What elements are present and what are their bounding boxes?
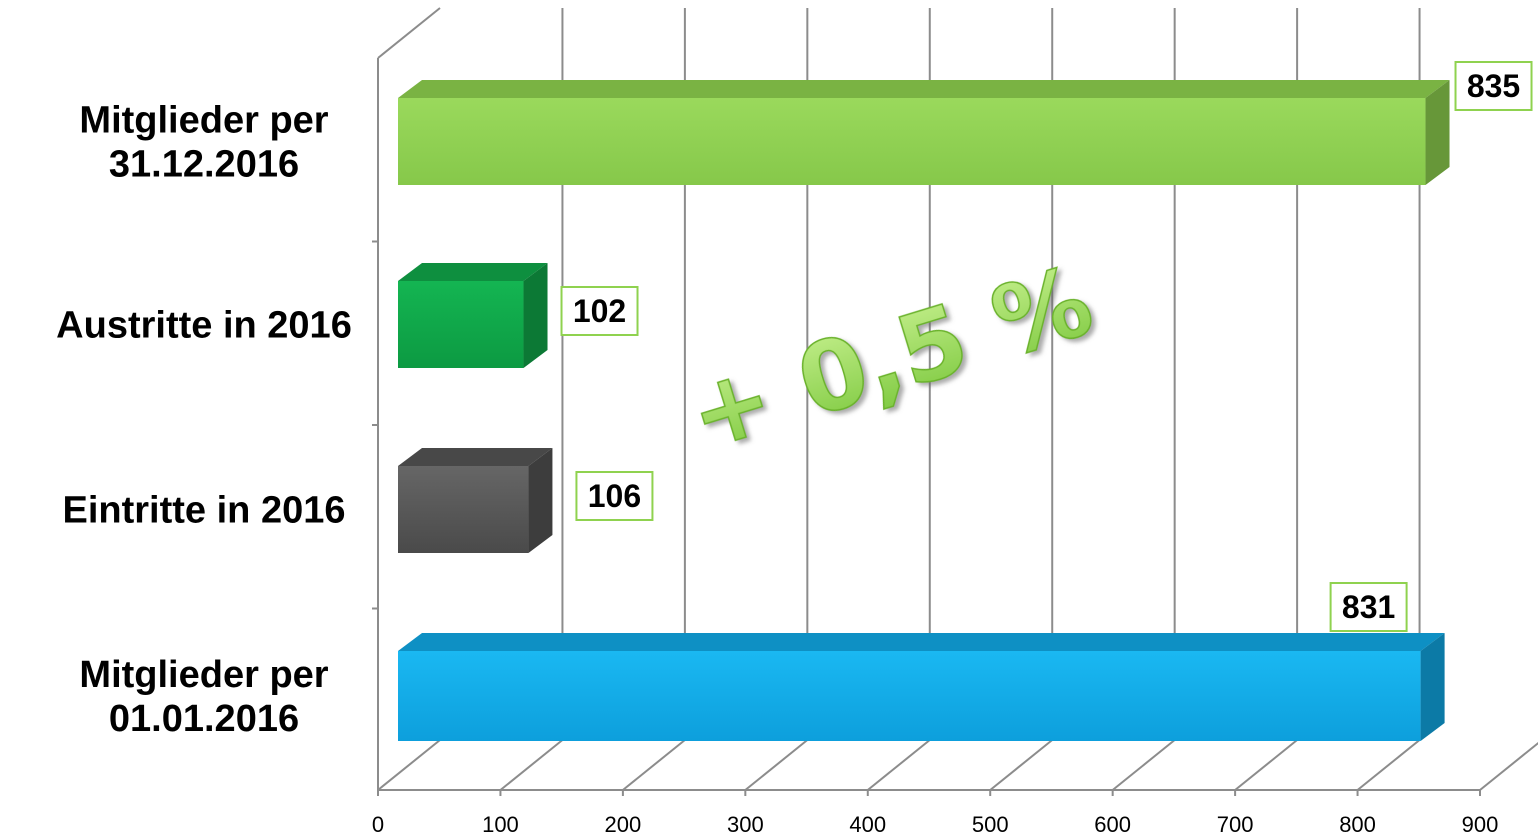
floor-gridline <box>1112 739 1176 791</box>
floor-gridline <box>377 739 441 791</box>
category-label: Eintritte in 2016 <box>63 490 346 532</box>
x-tick-label: 300 <box>727 812 764 837</box>
data-label-831: 831 <box>1329 582 1408 632</box>
floor-gridline <box>989 739 1053 791</box>
floor-gridline <box>1479 741 1538 791</box>
x-tick-label: 600 <box>1094 812 1131 837</box>
floor-gridline <box>744 739 808 791</box>
bar-front-face <box>398 281 524 368</box>
x-tick-label: 200 <box>605 812 642 837</box>
bar-3 <box>398 80 1450 185</box>
floor-gridline <box>499 739 564 791</box>
data-label-box <box>1454 61 1533 111</box>
bar-front-face <box>398 466 529 553</box>
bar-top-face <box>398 633 1445 651</box>
bar-0 <box>398 633 1445 741</box>
data-label-box <box>575 471 654 521</box>
bar-end-face <box>1420 633 1445 741</box>
data-label-box <box>560 286 639 336</box>
data-label-text: 106 <box>588 478 641 514</box>
bar-end-face <box>523 263 548 368</box>
floor-gridline <box>1234 739 1298 791</box>
data-label-text: 102 <box>573 293 626 329</box>
bar-top-face <box>398 80 1450 98</box>
floor-gridline <box>622 739 686 791</box>
growth-annotation: + 0,5 % <box>676 244 1104 472</box>
x-tick-label: 800 <box>1339 812 1376 837</box>
floor-gridline <box>867 739 931 791</box>
x-tick-label: 700 <box>1217 812 1254 837</box>
x-axis-ticks: 0 100 200 300 400 500 600 700 800 900 <box>372 790 1498 837</box>
data-label-text: 831 <box>1342 589 1395 625</box>
bar-front-face <box>398 651 1421 741</box>
x-tick-label: 500 <box>972 812 1009 837</box>
category-labels: Mitglieder per 01.01.2016 Eintritte in 201… <box>56 100 352 741</box>
data-label-box <box>1329 582 1408 632</box>
data-label-106: 106 <box>575 471 654 521</box>
bar-end-face <box>528 448 553 553</box>
bar-1 <box>398 448 553 553</box>
data-label-text: 835 <box>1467 68 1520 104</box>
category-label: Mitglieder per 31.12.2016 <box>79 100 328 186</box>
category-label: Mitglieder per 01.01.2016 <box>79 654 328 740</box>
chart-walls <box>372 7 1480 792</box>
data-label-102: 102 <box>560 286 639 336</box>
x-tick-label: 900 <box>1462 812 1499 837</box>
floor-gridline <box>1356 739 1421 791</box>
x-tick-label: 0 <box>372 812 384 837</box>
x-tick-label: 400 <box>849 812 886 837</box>
axis-depth-line <box>377 7 441 59</box>
bar-top-face <box>398 263 548 281</box>
bar-top-face <box>398 448 553 466</box>
bars <box>398 80 1450 741</box>
bar-2 <box>398 263 548 368</box>
data-labels: 831 106 102 835 <box>560 61 1533 632</box>
category-label: Austritte in 2016 <box>56 305 352 347</box>
bar-front-face <box>398 98 1426 185</box>
x-tick-label: 100 <box>482 812 519 837</box>
data-label-835: 835 <box>1454 61 1533 111</box>
bar-end-face <box>1425 80 1450 185</box>
